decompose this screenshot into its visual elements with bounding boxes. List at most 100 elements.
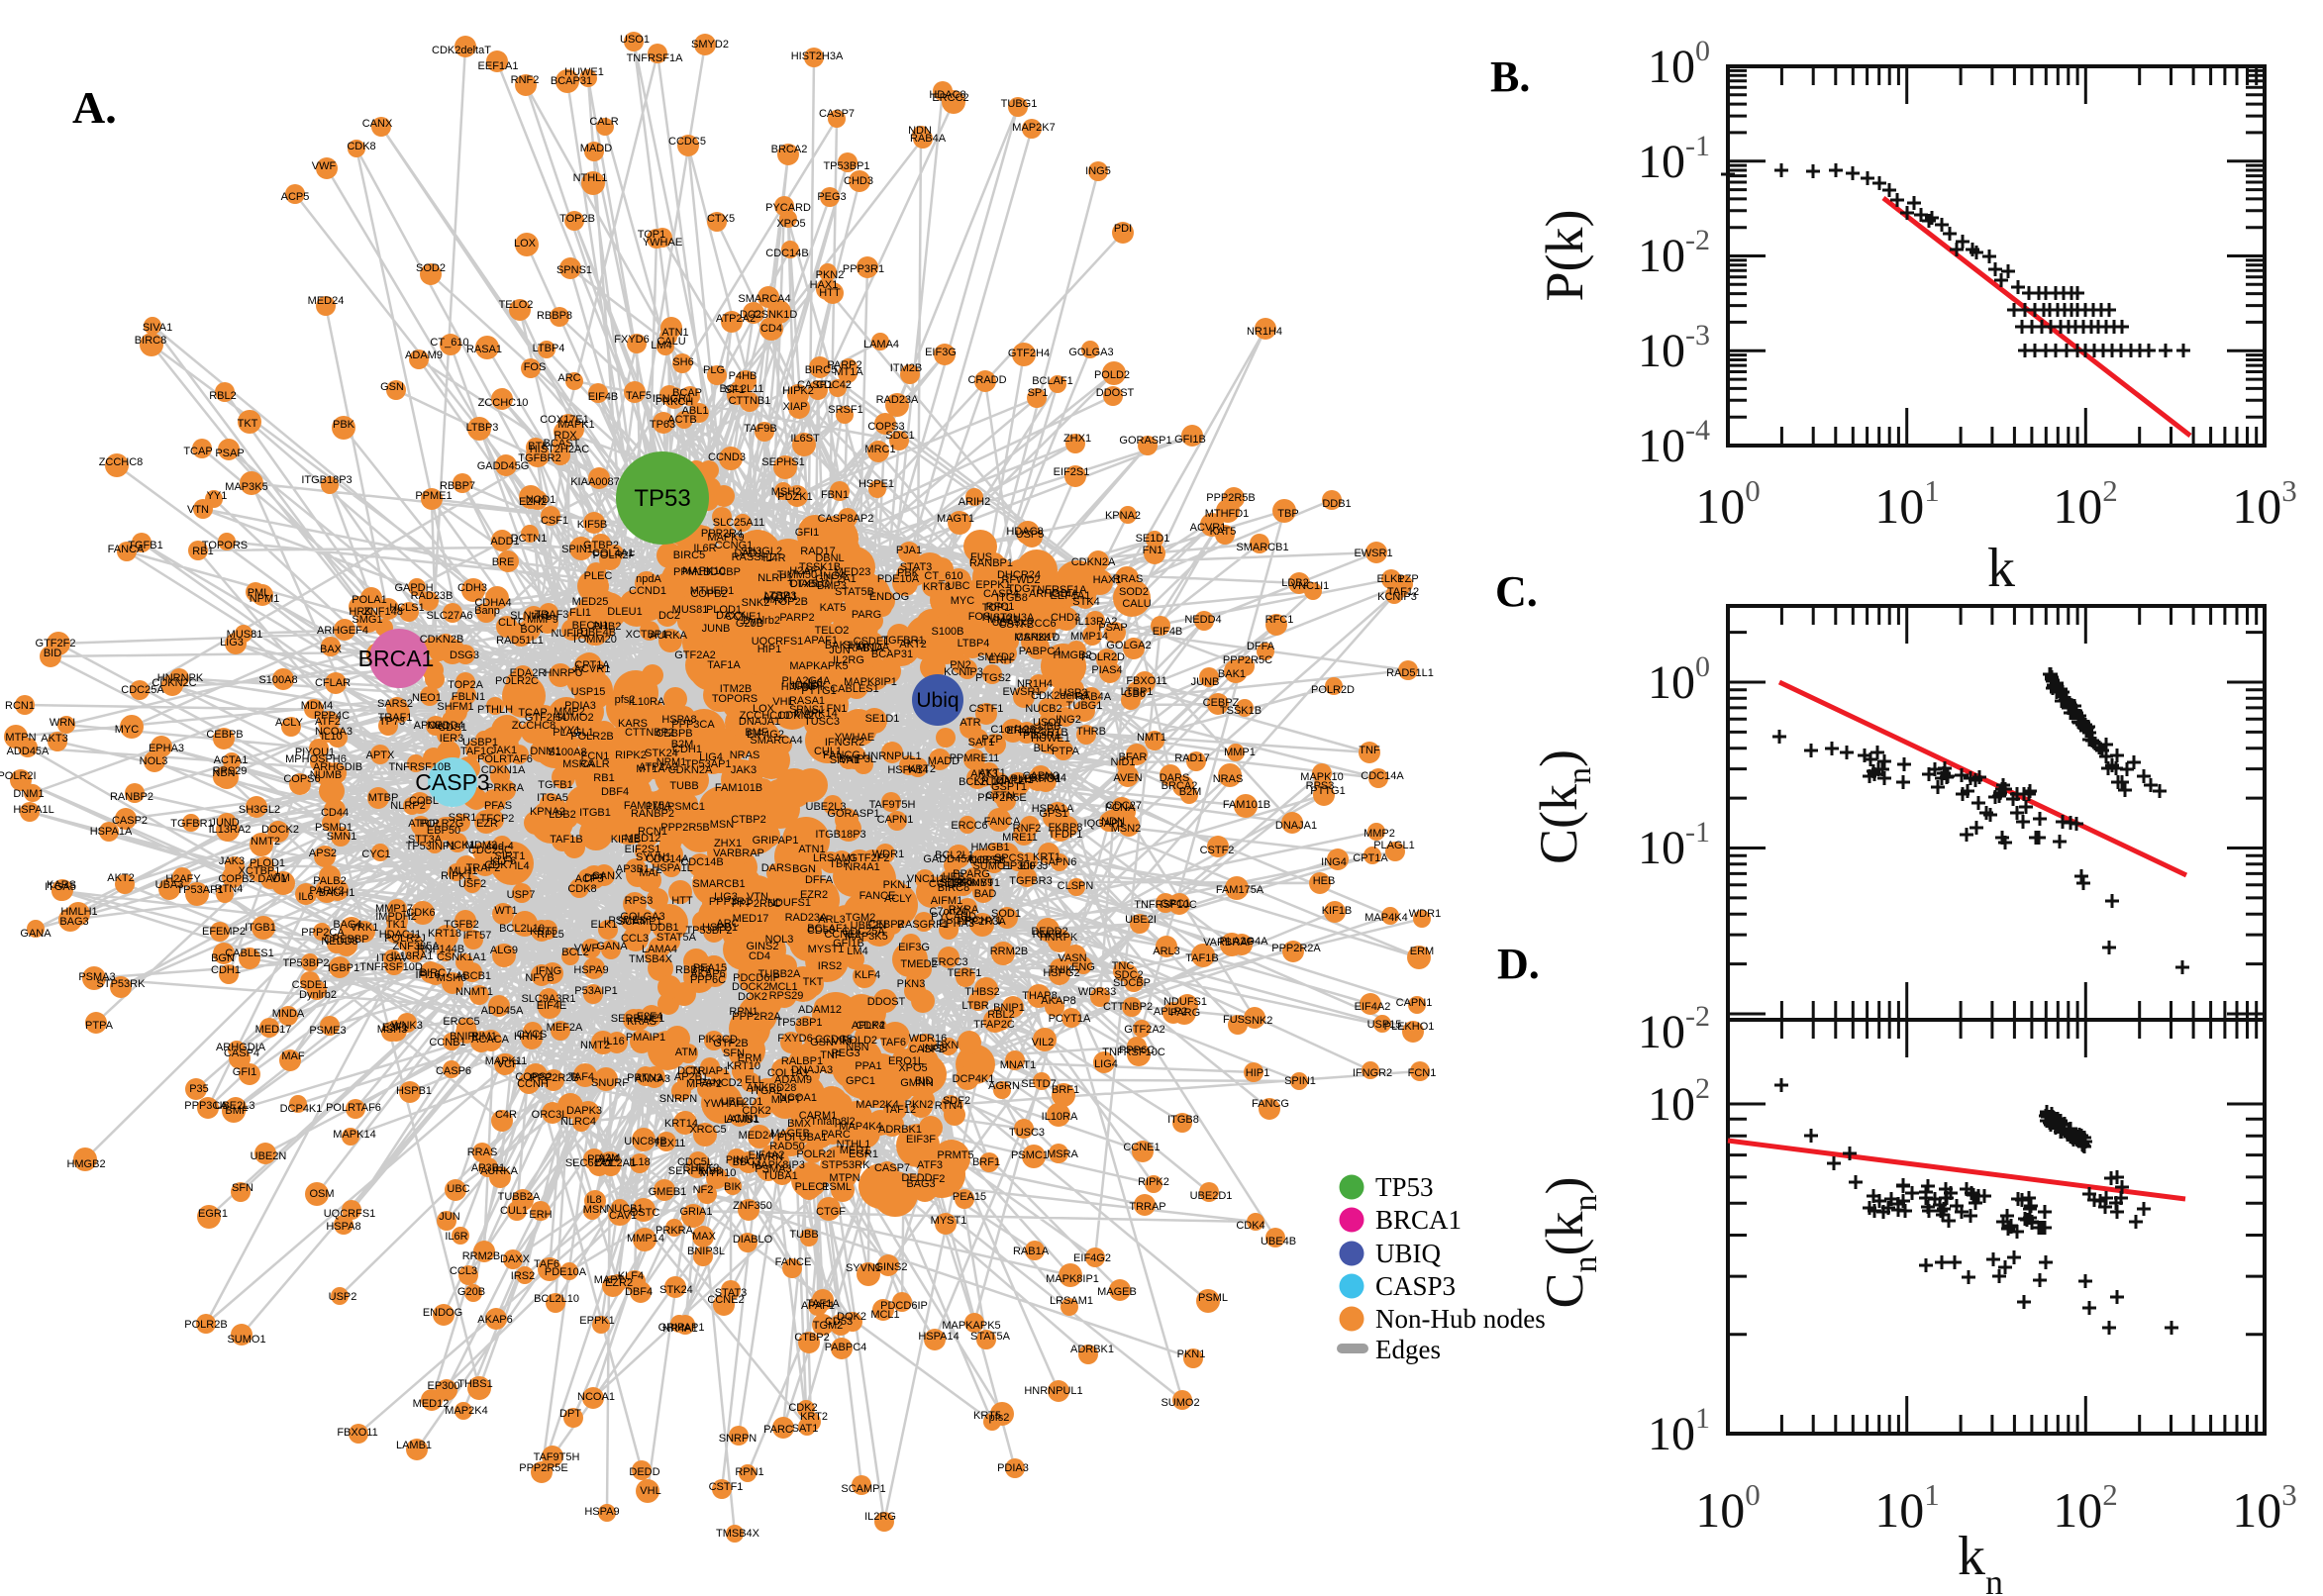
svg-text:ARIH2: ARIH2	[959, 496, 990, 508]
svg-text:CTBP2: CTBP2	[794, 1332, 829, 1344]
svg-text:SE1D1: SE1D1	[865, 713, 900, 725]
svg-text:MSN: MSN	[710, 819, 735, 831]
svg-text:P(k): P(k)	[1535, 210, 1594, 302]
svg-text:TP53: TP53	[1375, 1172, 1434, 1202]
svg-text:HTT: HTT	[671, 895, 693, 907]
svg-text:GOLGA3: GOLGA3	[1068, 347, 1113, 358]
svg-text:PEX5: PEX5	[945, 876, 972, 888]
svg-text:SPCS1: SPCS1	[994, 852, 1030, 864]
svg-text:MTBP: MTBP	[368, 792, 399, 804]
svg-text:CHD3: CHD3	[844, 175, 873, 187]
svg-text:CCL3: CCL3	[450, 1265, 477, 1277]
svg-text:ERCC6: ERCC6	[951, 820, 987, 832]
svg-text:BIK: BIK	[724, 1181, 742, 1193]
svg-text:MAGEB: MAGEB	[1097, 1286, 1137, 1298]
svg-text:PKN2: PKN2	[816, 269, 845, 281]
svg-text:MADD: MADD	[580, 143, 612, 154]
svg-text:IL2RG: IL2RG	[864, 1511, 896, 1523]
svg-text:PPP2R5B: PPP2R5B	[1206, 492, 1256, 504]
svg-text:UBB: UBB	[1039, 721, 1061, 733]
svg-text:WRN: WRN	[50, 717, 75, 729]
svg-text:LAMA4: LAMA4	[863, 339, 899, 350]
svg-text:GMEB1: GMEB1	[649, 1186, 687, 1198]
svg-text:RRAS: RRAS	[467, 1147, 498, 1158]
svg-text:GINS2: GINS2	[746, 941, 778, 952]
svg-text:WDR1: WDR1	[1409, 908, 1441, 920]
svg-text:KRT2: KRT2	[800, 1411, 828, 1423]
svg-text:BRCA1: BRCA1	[358, 646, 435, 671]
svg-text:SMYD2: SMYD2	[691, 39, 729, 50]
svg-text:CTGF: CTGF	[816, 1206, 846, 1218]
svg-text:DBF4: DBF4	[601, 786, 629, 798]
svg-text:CSTF2: CSTF2	[1200, 845, 1235, 856]
svg-text:GTF2F2: GTF2F2	[36, 638, 76, 649]
svg-text:RAD17: RAD17	[1174, 752, 1209, 764]
svg-text:PFAS: PFAS	[484, 800, 512, 812]
svg-text:RIPK1: RIPK1	[441, 870, 472, 882]
svg-text:CCNE1: CCNE1	[1123, 1142, 1160, 1153]
svg-text:ITGA5: ITGA5	[45, 881, 76, 893]
svg-text:NUCB2: NUCB2	[1025, 703, 1061, 715]
svg-text:CEBPZ: CEBPZ	[1203, 697, 1240, 709]
svg-text:THBS1: THBS1	[457, 1378, 492, 1390]
svg-text:SIVA1: SIVA1	[143, 322, 172, 334]
svg-text:IL4: IL4	[514, 860, 529, 872]
svg-text:TMSB4X: TMSB4X	[629, 953, 673, 965]
svg-text:CASP6: CASP6	[436, 1065, 471, 1077]
svg-text:GPC1: GPC1	[846, 1075, 875, 1087]
svg-text:ATR: ATR	[960, 717, 980, 729]
svg-text:MNAT1: MNAT1	[1000, 1059, 1036, 1071]
svg-text:TP53BP1: TP53BP1	[823, 160, 869, 172]
svg-text:LIG3: LIG3	[714, 891, 738, 903]
svg-text:GPC1: GPC1	[1161, 898, 1190, 910]
svg-text:DNM1: DNM1	[13, 788, 44, 800]
svg-text:BCLAF1: BCLAF1	[1032, 375, 1073, 387]
svg-text:DEDD: DEDD	[629, 1466, 659, 1478]
svg-text:ADAM12: ADAM12	[798, 1004, 842, 1016]
svg-text:E2F1: E2F1	[382, 1022, 408, 1034]
svg-text:COBL: COBL	[409, 795, 439, 807]
svg-text:FXYD6: FXYD6	[614, 334, 649, 346]
svg-text:RPS3: RPS3	[625, 895, 654, 907]
svg-text:BIRC8: BIRC8	[135, 335, 166, 347]
svg-text:DNM1: DNM1	[530, 746, 560, 757]
svg-text:STK24: STK24	[659, 1284, 693, 1296]
svg-text:UBA1: UBA1	[799, 1132, 828, 1144]
svg-text:TAF12: TAF12	[884, 1104, 916, 1116]
svg-text:BIRC5: BIRC5	[673, 549, 705, 561]
svg-text:NEO1: NEO1	[412, 692, 442, 704]
svg-text:S100B: S100B	[931, 626, 963, 638]
svg-text:CDC14A: CDC14A	[1361, 770, 1404, 782]
svg-text:PTHLH: PTHLH	[477, 704, 513, 716]
svg-text:LM4: LM4	[651, 340, 671, 351]
svg-text:FXYD6: FXYD6	[777, 1033, 812, 1045]
svg-text:PPME1: PPME1	[415, 490, 452, 502]
svg-text:GFI1: GFI1	[233, 1066, 256, 1078]
svg-text:PN2: PN2	[950, 659, 970, 671]
svg-text:ITGB8: ITGB8	[1167, 1114, 1199, 1126]
svg-text:JUN: JUN	[439, 1211, 459, 1223]
svg-text:MT1A: MT1A	[834, 366, 863, 378]
svg-text:MTHFD1: MTHFD1	[1205, 508, 1250, 520]
svg-text:SOD2: SOD2	[1119, 586, 1149, 598]
svg-text:IL10RA: IL10RA	[1042, 1111, 1078, 1123]
svg-text:TGFB1: TGFB1	[538, 779, 572, 791]
svg-text:TMSB4X: TMSB4X	[716, 1528, 760, 1540]
svg-text:STP53RK: STP53RK	[822, 1159, 871, 1171]
svg-text:MNDA: MNDA	[272, 1008, 305, 1020]
svg-text:COL4A1: COL4A1	[592, 548, 634, 559]
svg-text:MED17: MED17	[255, 1024, 292, 1036]
svg-text:ING4: ING4	[1321, 856, 1347, 868]
svg-text:PRMT5: PRMT5	[937, 1149, 973, 1161]
svg-text:MRE11: MRE11	[1002, 832, 1038, 844]
svg-text:MTHFD1: MTHFD1	[690, 585, 735, 597]
svg-text:G20B: G20B	[457, 1286, 485, 1298]
svg-text:VNC1I1: VNC1I1	[1291, 580, 1330, 592]
svg-text:POLA1: POLA1	[352, 594, 386, 606]
svg-text:EIF3F: EIF3F	[906, 1134, 936, 1146]
svg-text:PSMC1: PSMC1	[1011, 1149, 1049, 1161]
svg-text:ERH: ERH	[529, 1209, 552, 1221]
svg-text:DDB1: DDB1	[650, 922, 678, 934]
svg-text:VIL2: VIL2	[1032, 1037, 1055, 1048]
svg-text:BIRC5: BIRC5	[805, 364, 837, 376]
